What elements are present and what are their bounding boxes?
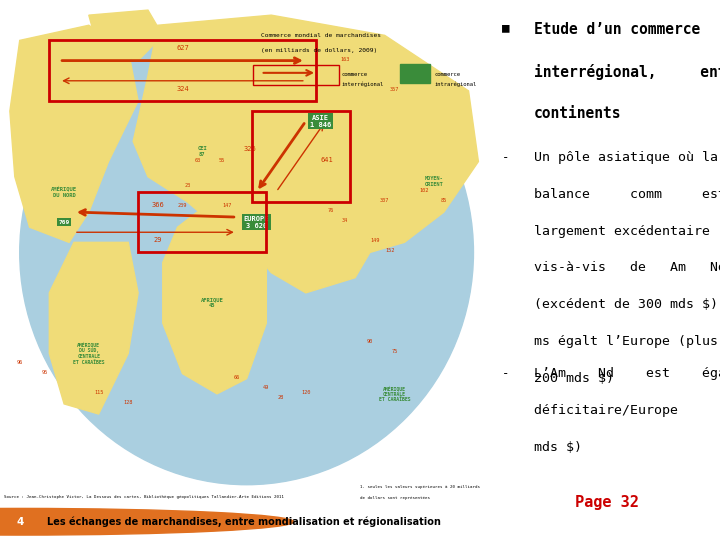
Text: 115: 115 [94, 390, 104, 395]
Text: 29: 29 [153, 238, 162, 244]
Text: 63: 63 [194, 158, 200, 163]
Text: 76: 76 [328, 208, 333, 213]
Text: 120: 120 [301, 390, 310, 395]
Bar [50, 40, 315, 101]
Text: Source : Jean-Christophe Victor, La Dessous des cartes, Bibliothèque géopolitiqu: Source : Jean-Christophe Victor, La Dess… [4, 495, 284, 499]
Text: L’Am    Nd    est    égalt: L’Am Nd est égalt [534, 367, 720, 380]
Text: 307: 307 [380, 198, 390, 203]
Bar [251, 111, 350, 202]
Text: AFRIQUE
45: AFRIQUE 45 [201, 298, 223, 308]
Text: 75: 75 [392, 349, 397, 354]
Text: 326: 326 [243, 146, 256, 152]
Text: AMÉRIQUE
DU SUD,
CENTRALE
ET CARAÏBES: AMÉRIQUE DU SUD, CENTRALE ET CARAÏBES [73, 342, 104, 365]
Text: AMÉRIQUE
CENTRALE
ET CARAÏBES: AMÉRIQUE CENTRALE ET CARAÏBES [379, 385, 410, 402]
Text: AMÉRIQUE
DU NORD: AMÉRIQUE DU NORD [51, 186, 77, 198]
Text: 85: 85 [441, 198, 447, 203]
Text: 34: 34 [342, 218, 348, 223]
Text: balance     comm     est: balance comm est [534, 188, 720, 201]
Text: 357: 357 [390, 87, 400, 92]
Text: (en milliards de dollars, 2009): (en milliards de dollars, 2009) [261, 48, 377, 53]
Text: 641: 641 [320, 157, 333, 163]
Text: 769: 769 [58, 220, 70, 225]
Bar [400, 64, 430, 83]
Text: MOYEN-
ORIENT: MOYEN- ORIENT [425, 177, 444, 187]
Text: 1. seules les valeurs supérieures à 20 milliards: 1. seules les valeurs supérieures à 20 m… [360, 485, 480, 489]
Circle shape [0, 509, 294, 535]
Text: 55: 55 [219, 158, 225, 163]
Text: 90: 90 [366, 339, 373, 345]
Text: ms égalt l’Europe (plus de: ms égalt l’Europe (plus de [534, 335, 720, 348]
Text: 163: 163 [341, 57, 350, 62]
Text: EUROPE
3 620: EUROPE 3 620 [243, 215, 269, 228]
Text: ASIE
1 846: ASIE 1 846 [310, 114, 331, 127]
Text: -: - [503, 367, 510, 380]
Text: 28: 28 [278, 395, 284, 400]
Text: 23: 23 [184, 183, 191, 188]
Text: 239: 239 [178, 203, 187, 208]
Text: intrarégional: intrarégional [434, 82, 477, 87]
Text: -: - [503, 151, 510, 164]
Text: largement excédentaire :: largement excédentaire : [534, 225, 720, 238]
Bar [138, 192, 266, 252]
Text: vis-à-vis   de   Am   Nd: vis-à-vis de Am Nd [534, 261, 720, 274]
Polygon shape [10, 25, 138, 242]
Text: Les échanges de marchandises, entre mondialisation et régionalisation: Les échanges de marchandises, entre mond… [47, 516, 441, 527]
Text: Page 32: Page 32 [575, 495, 639, 510]
Text: continents: continents [534, 106, 621, 121]
Text: 4: 4 [17, 517, 24, 526]
Text: Etude d’un commerce: Etude d’un commerce [534, 22, 701, 37]
Text: 366: 366 [151, 202, 164, 208]
Text: 627: 627 [176, 45, 189, 51]
Text: 102: 102 [420, 188, 429, 193]
Text: commerce: commerce [341, 72, 367, 77]
Text: 147: 147 [222, 203, 232, 208]
Text: déficitaire/Europe     (70: déficitaire/Europe (70 [534, 404, 720, 417]
Text: commerce: commerce [434, 72, 461, 77]
Text: 152: 152 [385, 248, 395, 253]
Text: mds $): mds $) [534, 441, 582, 454]
Text: Commerce mondial de marchandises: Commerce mondial de marchandises [261, 32, 381, 38]
Text: 96: 96 [17, 360, 23, 365]
Polygon shape [89, 10, 163, 60]
Text: 49: 49 [264, 385, 269, 390]
Circle shape [19, 20, 474, 485]
Text: (excédent de 300 mds $): (excédent de 300 mds $) [534, 298, 718, 311]
Text: de dollars sont représentées: de dollars sont représentées [360, 496, 430, 500]
Text: 324: 324 [176, 86, 189, 92]
Text: 149: 149 [370, 238, 379, 244]
Text: 66: 66 [233, 375, 240, 380]
Text: CEI
87: CEI 87 [197, 146, 207, 157]
Text: Un pôle asiatique où la: Un pôle asiatique où la [534, 151, 718, 164]
Text: interrégional,     entre: interrégional, entre [534, 64, 720, 80]
Polygon shape [50, 242, 138, 414]
Text: 128: 128 [124, 400, 133, 405]
Polygon shape [163, 212, 266, 394]
Polygon shape [133, 15, 478, 293]
Text: 95: 95 [41, 369, 48, 375]
Text: 200 mds $): 200 mds $) [534, 372, 614, 384]
Text: interrégional: interrégional [341, 82, 384, 87]
Text: ■: ■ [503, 22, 510, 35]
